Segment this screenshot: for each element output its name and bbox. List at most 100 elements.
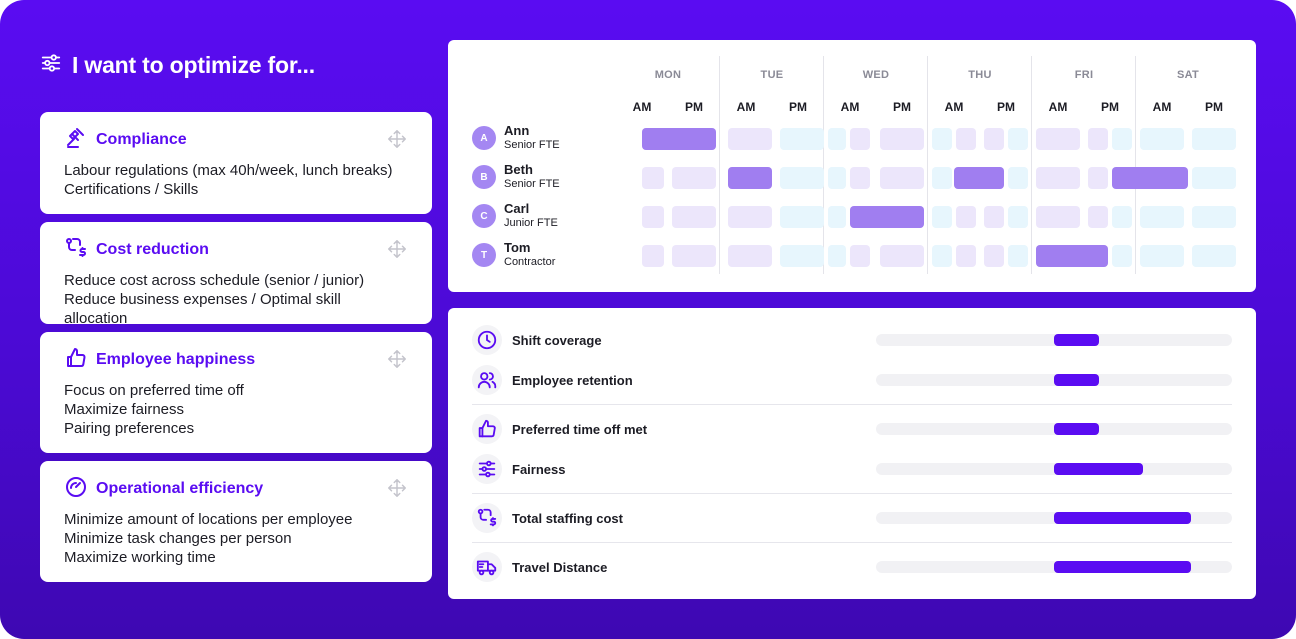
time-slot	[984, 245, 1004, 267]
card-title: Cost reduction	[96, 241, 209, 258]
time-slot	[1192, 206, 1236, 228]
day-header-thu: THU	[968, 69, 992, 81]
metric-track	[876, 334, 1232, 346]
time-slot	[880, 128, 924, 150]
metric-track	[876, 561, 1232, 573]
card-title: Compliance	[96, 131, 187, 148]
time-slot	[1008, 128, 1028, 150]
time-slot	[672, 206, 716, 228]
am-header: AM	[632, 100, 652, 114]
metric-label: Total staffing cost	[512, 510, 623, 526]
time-slot	[880, 245, 924, 267]
time-slot	[956, 206, 976, 228]
day-divider	[1031, 56, 1032, 274]
time-slot	[1140, 245, 1184, 267]
schedule-grid: A Ann Senior FTE B Beth Senior FTE C Car…	[448, 40, 1256, 292]
time-slot	[1008, 206, 1028, 228]
employee-role: Junior FTE	[504, 217, 558, 229]
route-dollar-icon	[472, 503, 502, 533]
pm-header: PM	[1205, 100, 1223, 114]
time-slot	[1036, 167, 1080, 189]
time-slot	[1192, 245, 1236, 267]
shift-block-beth-sat	[1112, 167, 1188, 189]
time-slot	[850, 167, 870, 189]
card-line: Maximize fairness	[64, 401, 185, 418]
card-line: Labour regulations (max 40h/week, lunch …	[64, 162, 393, 179]
clock-icon	[472, 325, 502, 355]
metric-bar	[1054, 423, 1099, 435]
divider	[472, 404, 1232, 405]
card-compliance[interactable]: Compliance Labour regulations (max 40h/w…	[40, 112, 432, 214]
gauge-icon	[64, 475, 88, 504]
time-slot	[1192, 167, 1236, 189]
day-divider	[1135, 56, 1136, 274]
metric-bar	[1054, 561, 1192, 573]
time-slot	[780, 128, 824, 150]
card-line: Focus on preferred time off	[64, 382, 244, 399]
time-slot	[1112, 245, 1132, 267]
card-line: Reduce business expenses / Optimal skill…	[64, 291, 341, 327]
time-slot	[828, 245, 846, 267]
day-divider	[719, 56, 720, 274]
shift-block-ann-mon	[642, 128, 716, 150]
day-divider	[927, 56, 928, 274]
metric-total-staffing-cost: Total staffing cost	[472, 502, 1232, 534]
employee-name: Tom	[504, 240, 531, 255]
drag-handle-icon[interactable]	[386, 128, 408, 150]
time-slot	[932, 245, 952, 267]
time-slot	[780, 245, 824, 267]
day-header-sat: SAT	[1176, 69, 1200, 81]
pm-header: PM	[893, 100, 911, 114]
metrics-panel: Shift coverage Employee retention Prefer…	[448, 308, 1256, 599]
time-slot	[642, 167, 664, 189]
time-slot	[850, 128, 870, 150]
card-cost-reduction[interactable]: Cost reduction Reduce cost across schedu…	[40, 222, 432, 327]
employee-role: Senior FTE	[504, 178, 560, 190]
employee-name: Ann	[504, 123, 530, 138]
day-header-tue: TUE	[760, 69, 784, 81]
avatar: A	[472, 126, 496, 150]
employee-name: Beth	[504, 162, 533, 177]
card-employee-happiness[interactable]: Employee happiness Focus on preferred ti…	[40, 332, 432, 453]
time-slot	[1088, 128, 1108, 150]
divider	[472, 542, 1232, 543]
time-slot	[1088, 167, 1108, 189]
drag-handle-icon[interactable]	[386, 348, 408, 370]
time-slot	[780, 167, 824, 189]
metric-fairness: Fairness	[472, 453, 1232, 485]
employee-row-tom: T Tom Contractor	[472, 239, 555, 271]
drag-handle-icon[interactable]	[386, 477, 408, 499]
day-divider	[823, 56, 824, 274]
thumbs-up-icon	[472, 414, 502, 444]
metric-label: Fairness	[512, 461, 566, 477]
time-slot	[984, 128, 1004, 150]
metric-bar	[1054, 463, 1143, 475]
shift-block-tom-fri	[1036, 245, 1108, 267]
divider	[472, 493, 1232, 494]
optimize-heading: I want to optimize for...	[40, 48, 315, 82]
users-icon	[472, 365, 502, 395]
time-slot	[642, 245, 664, 267]
time-slot	[1140, 128, 1184, 150]
day-header-wed: WED	[862, 69, 890, 81]
am-header: AM	[1048, 100, 1068, 114]
drag-handle-icon[interactable]	[386, 238, 408, 260]
day-header-mon: MON	[654, 69, 682, 81]
time-slot	[1088, 206, 1108, 228]
metric-track	[876, 512, 1232, 524]
time-slot	[1036, 206, 1080, 228]
metric-track	[876, 374, 1232, 386]
gavel-icon	[64, 126, 88, 155]
avatar: T	[472, 243, 496, 267]
page-title: I want to optimize for...	[72, 51, 315, 78]
am-header: AM	[944, 100, 964, 114]
time-slot	[828, 167, 846, 189]
avatar: C	[472, 204, 496, 228]
card-operational-efficiency[interactable]: Operational efficiency Minimize amount o…	[40, 461, 432, 582]
shift-block-beth-thu	[954, 167, 1004, 189]
card-title: Operational efficiency	[96, 480, 264, 497]
time-slot	[956, 128, 976, 150]
am-header: AM	[736, 100, 756, 114]
card-line: Minimize task changes per person	[64, 530, 292, 547]
